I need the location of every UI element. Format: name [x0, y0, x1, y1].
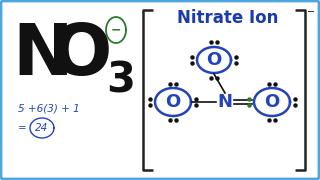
- Text: =: =: [18, 123, 30, 133]
- Text: O: O: [264, 93, 280, 111]
- Text: −: −: [307, 7, 315, 17]
- Text: O: O: [206, 51, 222, 69]
- Text: O: O: [165, 93, 180, 111]
- Text: N: N: [12, 21, 73, 89]
- Text: O: O: [50, 21, 111, 89]
- Text: 5 +6(3) + 1: 5 +6(3) + 1: [18, 103, 80, 113]
- Text: 3: 3: [106, 59, 135, 101]
- Text: 24: 24: [36, 123, 49, 133]
- Text: N: N: [218, 93, 233, 111]
- Text: −: −: [111, 24, 121, 37]
- Text: Nitrate Ion: Nitrate Ion: [177, 9, 279, 27]
